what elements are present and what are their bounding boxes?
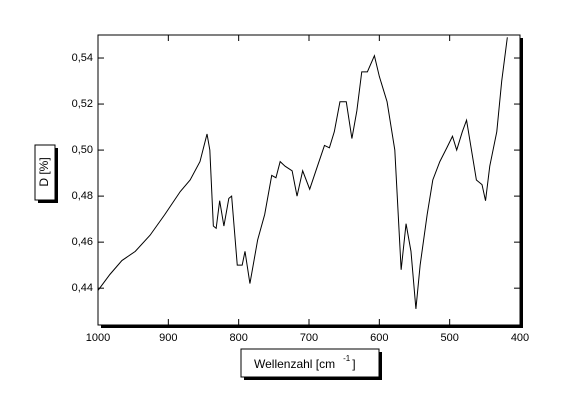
y-tick-label: 0,48 bbox=[72, 190, 93, 202]
plot-frame bbox=[97, 34, 521, 326]
x-axis-label-text: Wellenzahl [cm bbox=[254, 357, 335, 371]
x-tick-label: 600 bbox=[370, 332, 388, 344]
x-tick-label: 400 bbox=[511, 332, 529, 344]
x-tick-label: 700 bbox=[300, 332, 318, 344]
x-tick-label: 900 bbox=[159, 332, 177, 344]
x-tick-label: 500 bbox=[440, 332, 458, 344]
x-axis-label-end: ] bbox=[352, 357, 355, 371]
x-axis-label-sup: -1 bbox=[343, 354, 351, 363]
x-tick-label: 1000 bbox=[86, 332, 110, 344]
y-tick-label: 0,46 bbox=[72, 236, 93, 248]
spectrum-line bbox=[97, 37, 508, 309]
y-tick-label: 0,50 bbox=[72, 144, 93, 156]
y-tick-label: 0,44 bbox=[72, 282, 93, 294]
x-tick-label: 800 bbox=[229, 332, 247, 344]
x-axis-label: Wellenzahl [cm -1] bbox=[254, 354, 356, 371]
y-axis-label: D [%] bbox=[37, 157, 51, 186]
xlabel-box bbox=[240, 348, 380, 378]
y-tick-label: 0,54 bbox=[72, 52, 93, 64]
ylabel-box bbox=[34, 144, 56, 201]
y-tick-label: 0,52 bbox=[72, 98, 93, 110]
